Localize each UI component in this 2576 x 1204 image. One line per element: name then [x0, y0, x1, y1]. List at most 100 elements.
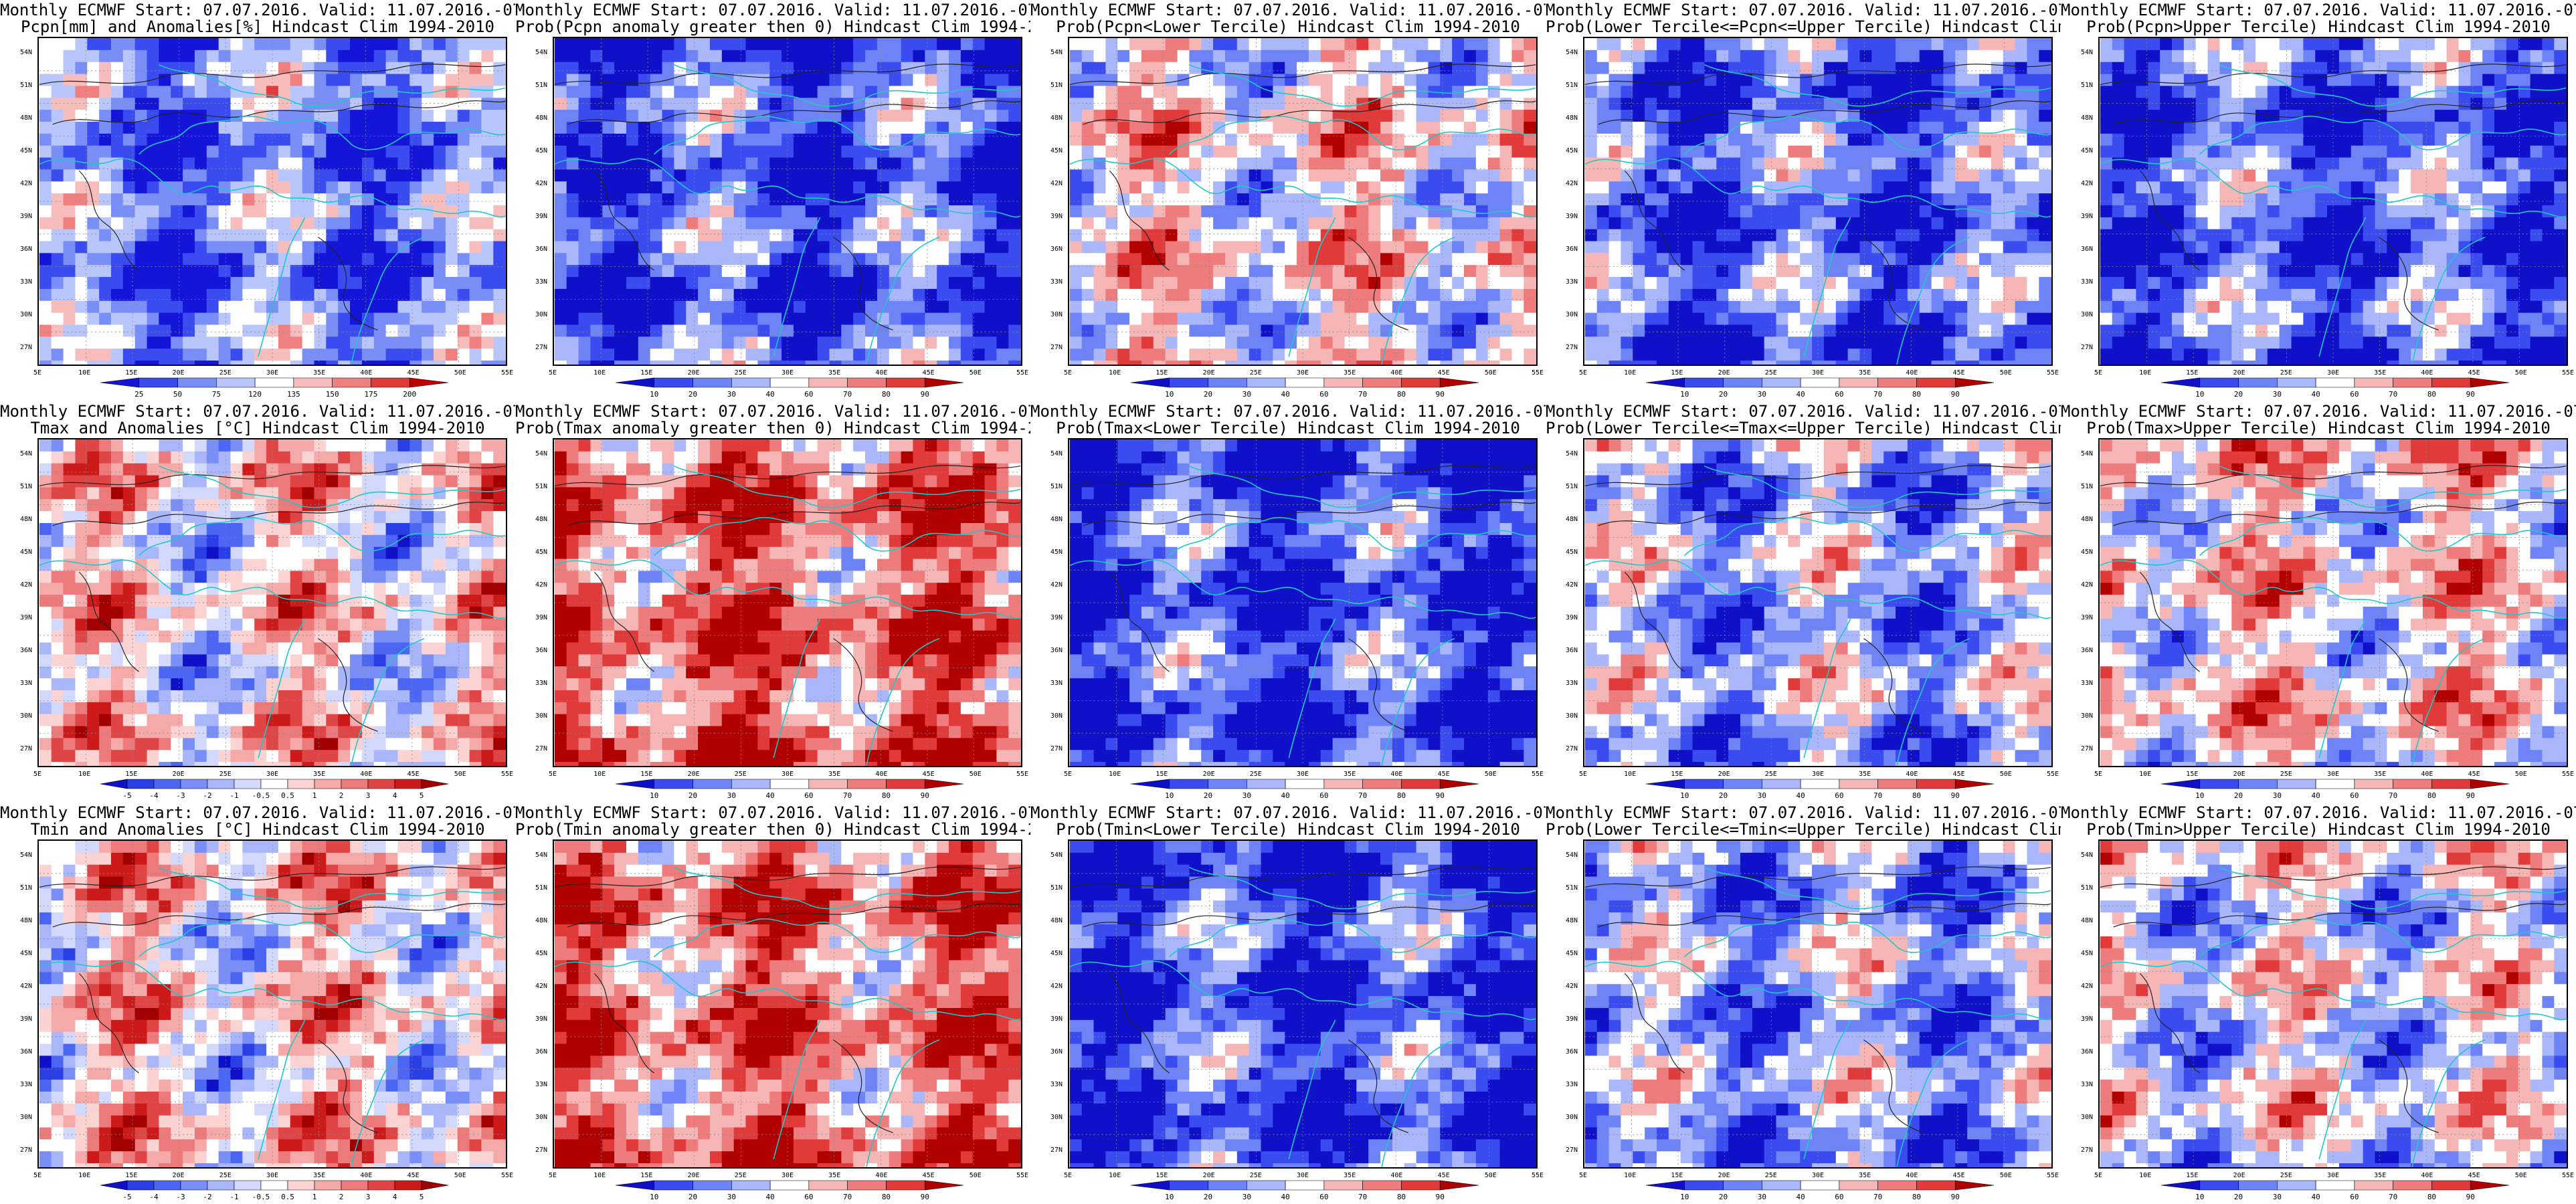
shaded-field-map — [1584, 38, 2051, 365]
map-frame — [1583, 438, 2053, 767]
lat-tick-label: 30N — [1050, 311, 1063, 318]
lat-tick-label: 27N — [1566, 1146, 1578, 1154]
colorbar-swatch — [1131, 377, 1170, 388]
lon-tick-label: 10E — [1624, 369, 1637, 377]
lon-tick-label: 25E — [734, 1172, 747, 1179]
colorbar-swatch — [693, 1180, 732, 1191]
lon-tick-label: 25E — [1764, 369, 1777, 377]
lat-tick-label: 54N — [2081, 49, 2094, 56]
lat-tick-label: 54N — [1566, 49, 1578, 56]
colorbar-tick-label: 10 — [650, 791, 659, 800]
lat-tick-label: 51N — [1050, 483, 1063, 490]
colorbar-swatch — [847, 1180, 887, 1191]
lat-tick-label: 30N — [1566, 1114, 1578, 1121]
colorbar-swatch — [367, 779, 395, 789]
colorbar-swatch — [2470, 377, 2509, 388]
colorbar — [616, 377, 963, 388]
colorbar-tick-label: 3 — [365, 791, 371, 800]
lat-tick-label: 36N — [2081, 647, 2094, 654]
colorbar-tick-label: 60 — [804, 791, 814, 800]
colorbar-tick-label: 80 — [1396, 1193, 1406, 1201]
panel-title-line1: Monthly ECMWF Start: 07.07.2016. Valid: … — [2061, 803, 2576, 822]
lat-tick-label: 51N — [535, 884, 548, 892]
colorbar-swatch — [314, 779, 342, 789]
colorbar-swatch — [2470, 1180, 2509, 1191]
panel-title-line2: Prob(Lower Tercile<=Tmin<=Upper Tercile)… — [1546, 820, 2061, 839]
panel-title-line2: Tmax and Anomalies [°C] Hindcast Clim 19… — [30, 419, 485, 437]
colorbar-swatch — [693, 377, 732, 388]
colorbar-tick-label: 40 — [1796, 390, 1805, 399]
colorbar-tick-label: 70 — [1358, 791, 1368, 800]
colorbar-tick-label: 30 — [1242, 791, 1251, 800]
colorbar-swatch — [1839, 779, 1878, 789]
colorbar-tick-label: 20 — [1203, 1193, 1213, 1201]
colorbar-tick-label: 30 — [2272, 1193, 2282, 1201]
lon-tick-label: 25E — [1249, 369, 1262, 377]
lat-tick-label: 39N — [20, 213, 33, 220]
lon-tick-label: 10E — [2139, 1172, 2152, 1179]
colorbar-tick-label: 10 — [1165, 791, 1174, 800]
colorbar-swatch — [126, 1180, 155, 1191]
colorbar-tick-label: 40 — [1281, 1193, 1290, 1201]
map-frame — [553, 37, 1022, 366]
lat-tick-label: 36N — [1566, 1048, 1578, 1056]
lat-tick-label: 45N — [20, 147, 33, 155]
colorbar-swatch — [2431, 377, 2471, 388]
colorbar-swatch — [1323, 377, 1363, 388]
lat-tick-label: 45N — [535, 548, 548, 556]
colorbar-swatch — [1323, 1180, 1363, 1191]
panel-title-line2: Prob(Tmax<Lower Tercile) Hindcast Clim 1… — [1056, 419, 1520, 437]
colorbar-tick-label: 40 — [2311, 390, 2320, 399]
colorbar-tick-label: 40 — [1796, 1193, 1805, 1201]
lon-tick-label: 55E — [500, 771, 514, 778]
colorbar-tick-label: 20 — [1203, 390, 1213, 399]
colorbar-swatch — [886, 377, 925, 388]
colorbar-swatch — [1800, 377, 1840, 388]
lon-tick-label: 5E — [548, 369, 557, 377]
map-frame — [1583, 839, 2053, 1169]
lon-tick-label: 15E — [640, 771, 653, 778]
colorbar-tick-label: -4 — [149, 791, 159, 800]
colorbar-tick-label: 2 — [339, 791, 344, 800]
colorbar-tick-label: 60 — [1319, 1193, 1329, 1201]
colorbar-swatch — [2431, 779, 2471, 789]
lon-tick-label: 10E — [78, 1172, 91, 1179]
colorbar-tick-label: 80 — [1912, 791, 1922, 800]
lat-tick-label: 45N — [2081, 147, 2094, 155]
colorbar-tick-label: 20 — [2233, 1193, 2243, 1201]
colorbar-tick-label: 5 — [419, 1193, 424, 1201]
colorbar-tick-label: -2 — [203, 791, 212, 800]
colorbar-tick-label: 30 — [1242, 390, 1251, 399]
lat-tick-label: 36N — [2081, 1048, 2094, 1056]
colorbar-tick-label: 30 — [727, 791, 736, 800]
lon-tick-label: 25E — [219, 369, 232, 377]
colorbar-swatch — [1208, 377, 1247, 388]
lon-tick-label: 35E — [1344, 771, 1356, 778]
lon-tick-label: 25E — [1249, 771, 1262, 778]
lon-tick-label: 40E — [1390, 1172, 1403, 1179]
colorbar-swatch — [2277, 377, 2316, 388]
lon-tick-label: 50E — [454, 369, 466, 377]
lat-tick-label: 33N — [20, 680, 33, 687]
lon-tick-label: 10E — [78, 771, 91, 778]
lat-tick-label: 33N — [1050, 278, 1063, 286]
map-frame — [37, 37, 507, 366]
colorbar-tick-label: 3 — [365, 1193, 371, 1201]
lat-tick-label: 48N — [535, 114, 548, 122]
lon-tick-label: 20E — [172, 369, 185, 377]
colorbar-tick-label: 60 — [2350, 390, 2359, 399]
map-panel: Monthly ECMWF Start: 07.07.2016. Valid: … — [1030, 0, 1546, 401]
colorbar-swatch — [1169, 377, 1208, 388]
colorbar-swatch — [1646, 779, 1685, 789]
colorbar-swatch — [207, 1180, 235, 1191]
lon-tick-label: 15E — [1156, 369, 1168, 377]
map-frame — [1583, 37, 2053, 366]
colorbar-tick-label: 200 — [403, 390, 417, 399]
colorbar-swatch — [260, 779, 288, 789]
map-panel: Monthly ECMWF Start: 07.07.2016. Valid: … — [1546, 401, 2061, 803]
lat-tick-label: 45N — [1050, 147, 1063, 155]
lat-tick-label: 36N — [1050, 1048, 1063, 1056]
shaded-field-map — [1584, 841, 2051, 1167]
colorbar-swatch — [924, 1180, 963, 1191]
lat-tick-label: 45N — [535, 147, 548, 155]
